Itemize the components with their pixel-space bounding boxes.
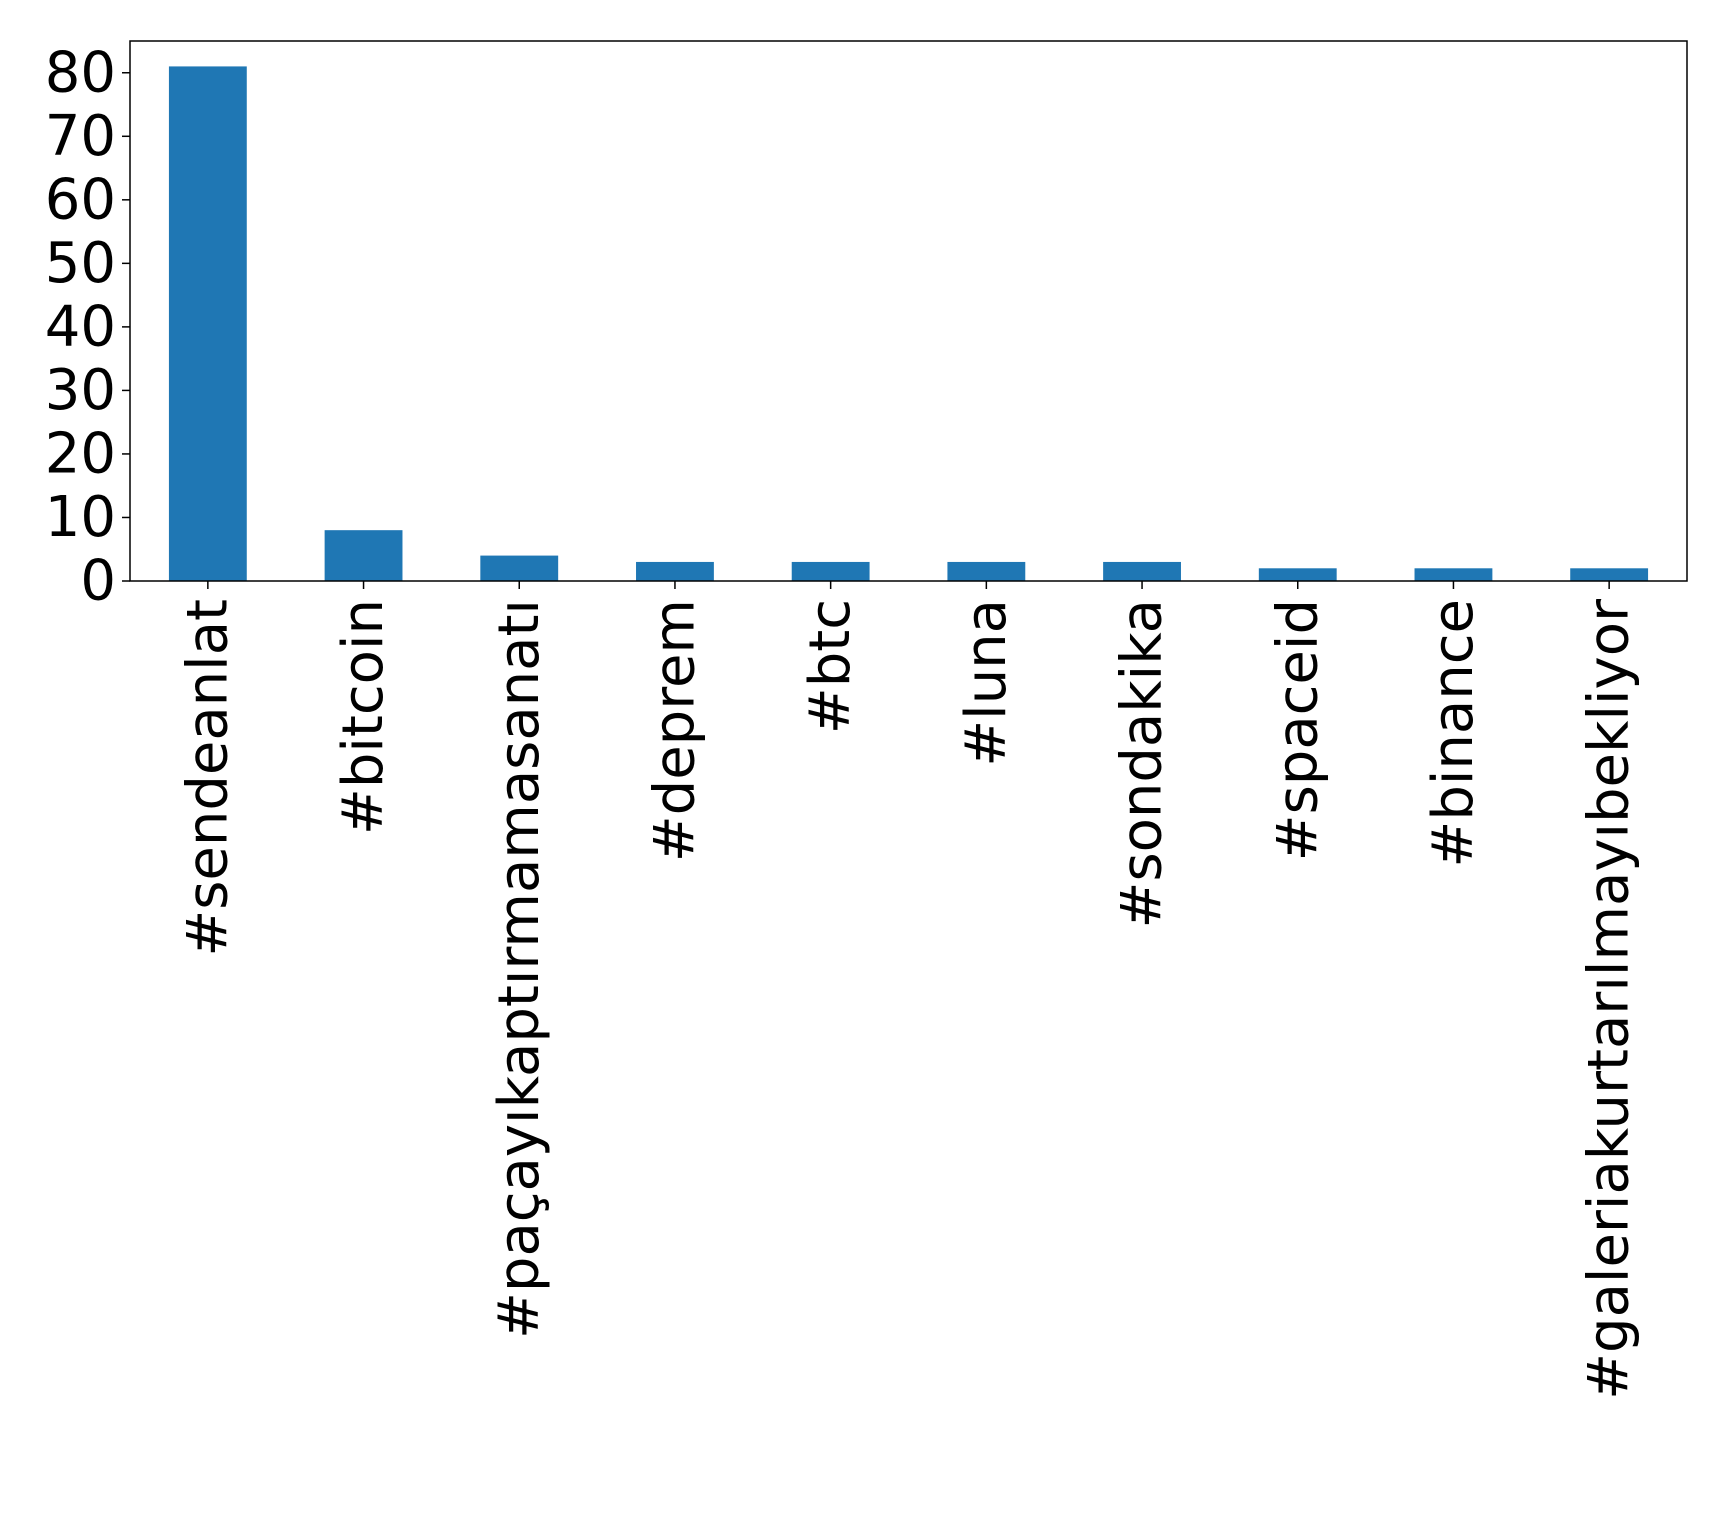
y-tick-label: 30 — [45, 358, 116, 423]
bar-3 — [636, 561, 714, 581]
y-tick-label: 0 — [80, 549, 116, 614]
y-tick-label: 20 — [45, 421, 116, 486]
y-tick-label: 70 — [45, 104, 116, 169]
x-tick-label: #bitcoin — [331, 599, 396, 835]
x-tick-label: #btc — [798, 599, 863, 734]
bar-8 — [1414, 568, 1493, 581]
bar-1 — [324, 530, 403, 581]
plot-frame — [129, 40, 1688, 582]
y-tick-label: 10 — [45, 485, 116, 550]
x-tick-label: #luna — [954, 599, 1019, 767]
bar-4 — [791, 561, 870, 581]
y-tick-label: 60 — [45, 167, 116, 232]
y-tick-label: 40 — [45, 294, 116, 359]
x-tick-label: #sendeanlat — [175, 599, 240, 957]
y-tick-label: 50 — [45, 231, 116, 296]
x-tick-label: #deprem — [642, 599, 707, 862]
x-tick-label: #sondakika — [1110, 599, 1175, 928]
x-axis: #sendeanlat #bitcoin #paçayıkaptırmamasana… — [175, 581, 1642, 1400]
bar-2 — [480, 555, 559, 581]
x-tick-label: #binance — [1421, 599, 1486, 868]
bar-5 — [947, 561, 1026, 581]
x-tick-label: #paçayıkaptırmamasanatı — [487, 599, 552, 1339]
x-tick-label: #spaceid — [1265, 599, 1330, 861]
bar-9 — [1570, 568, 1649, 581]
x-tick-label: #galeriakurtarılmayıbekliyor — [1577, 598, 1642, 1400]
y-tick-label: 80 — [45, 40, 116, 105]
bar-6 — [1103, 561, 1181, 581]
bars — [168, 66, 1649, 582]
bar-0 — [168, 66, 247, 582]
bar-7 — [1258, 568, 1337, 581]
